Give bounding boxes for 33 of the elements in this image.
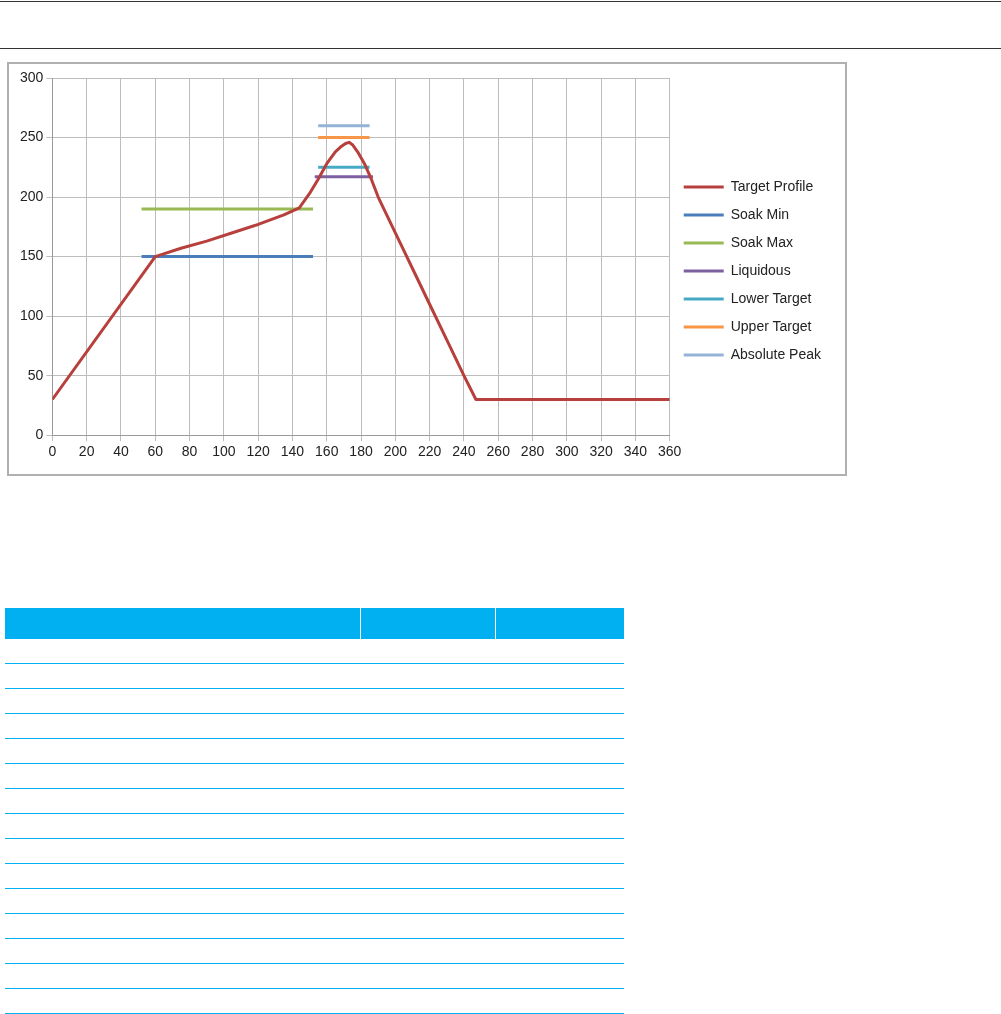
x-tick-label: 320 xyxy=(589,443,614,460)
y-tick-label: 250 xyxy=(20,128,44,145)
x-tick-label: 360 xyxy=(658,443,682,460)
legend-label: Soak Max xyxy=(730,233,793,250)
x-tick-label: 260 xyxy=(486,443,511,460)
x-tick-label: 140 xyxy=(280,443,305,460)
x-tick-label: 20 xyxy=(78,443,95,460)
x-tick-label: 80 xyxy=(181,443,198,460)
x-tick-label: 280 xyxy=(520,443,545,460)
x-tick-label: 120 xyxy=(246,443,271,460)
x-tick-label: 300 xyxy=(555,443,579,460)
legend-label: Liquidous xyxy=(730,261,791,278)
legend-label: Soak Min xyxy=(730,205,790,222)
legend-label: Upper Target xyxy=(730,317,812,334)
y-tick-label: 300 xyxy=(20,68,44,85)
x-tick-label: 220 xyxy=(417,443,442,460)
x-tick-label: 0 xyxy=(48,443,57,460)
y-tick-label: 100 xyxy=(20,306,44,323)
x-tick-label: 160 xyxy=(315,443,339,460)
legend-label: Target Profile xyxy=(730,177,814,194)
y-tick-label: 150 xyxy=(20,247,44,264)
x-tick-label: 180 xyxy=(349,443,373,460)
y-tick-label: 0 xyxy=(35,426,44,443)
x-tick-label: 40 xyxy=(113,443,129,460)
y-tick-label: 200 xyxy=(20,187,44,204)
x-tick-label: 100 xyxy=(212,443,236,460)
y-tick-label: 50 xyxy=(27,366,44,383)
x-tick-label: 340 xyxy=(623,443,648,460)
x-tick-label: 240 xyxy=(452,443,476,460)
legend-label: Lower Target xyxy=(730,289,812,306)
legend-label: Absolute Peak xyxy=(730,345,822,362)
x-tick-label: 200 xyxy=(383,443,408,460)
x-tick-label: 60 xyxy=(147,443,164,460)
